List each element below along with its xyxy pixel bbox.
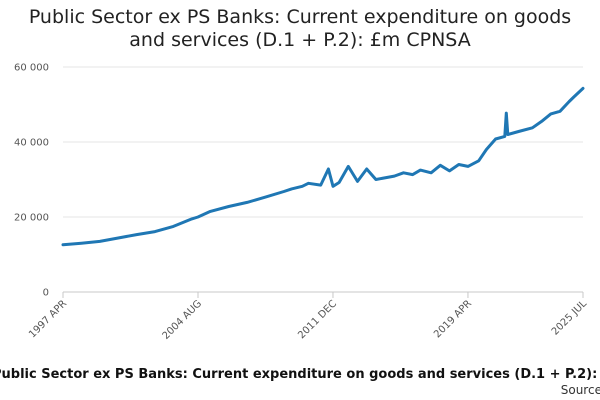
series-line [61, 86, 585, 247]
y-tick-label: 0 [43, 288, 49, 299]
source-note: Source: [560, 383, 600, 397]
chart-title-line-1: Public Sector ex PS Banks: Current expen… [28, 6, 572, 28]
x-tick-label: 2019 APR [432, 298, 474, 340]
y-tick-label: 40 000 [14, 138, 49, 149]
x-tick-label: 2004 AUG [161, 298, 205, 342]
x-tick-label: 2011 DEC [296, 298, 339, 341]
y-tick-label: 20 000 [14, 213, 49, 224]
legend: Public Sector ex PS Banks: Current expen… [0, 367, 600, 383]
chart-title: Public Sector ex PS Banks: Current expen… [0, 6, 600, 52]
legend-label: Public Sector ex PS Banks: Current expen… [0, 367, 600, 382]
y-tick-label: 60 000 [14, 63, 49, 74]
x-tick-label: 2025 JUL [550, 298, 590, 338]
chart-title-line-2: and services (D.1 + P.2): £m CPNSA [129, 29, 471, 51]
x-tick-label: 1997 APR [27, 298, 69, 340]
